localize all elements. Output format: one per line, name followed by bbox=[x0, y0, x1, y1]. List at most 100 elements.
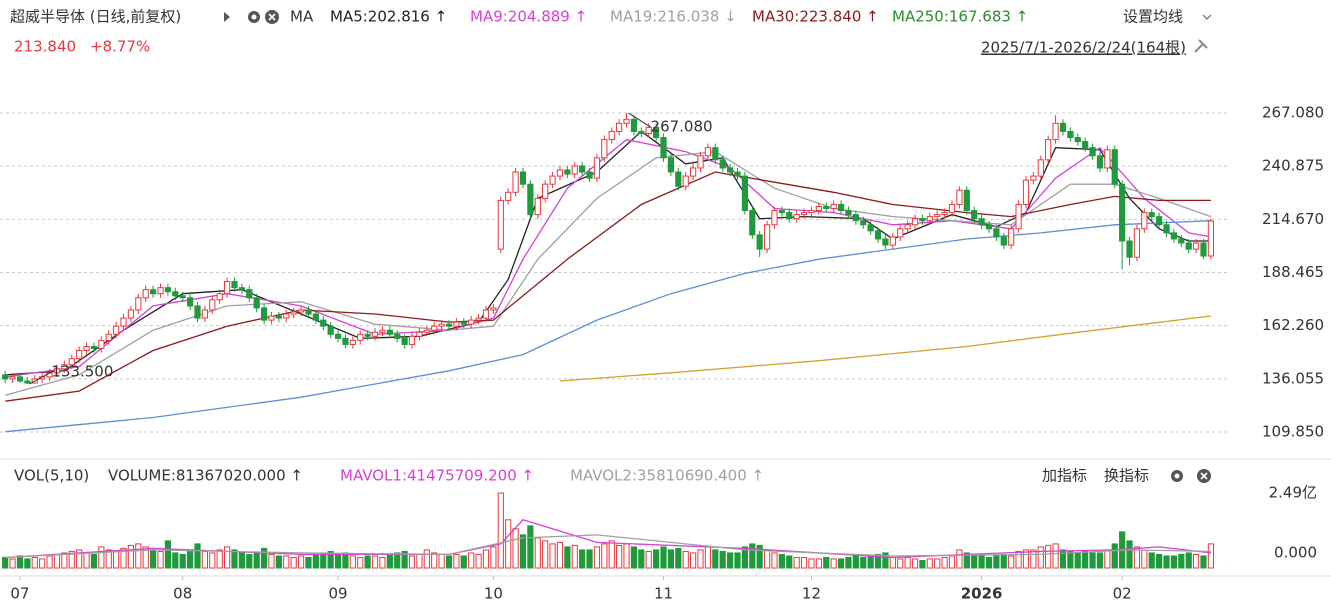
pin-icon[interactable] bbox=[1194, 39, 1208, 53]
candle-body bbox=[194, 305, 201, 319]
volume-bar bbox=[1074, 552, 1081, 569]
candle-body bbox=[238, 287, 245, 291]
volume-bar bbox=[948, 555, 956, 569]
volume-bar bbox=[505, 519, 512, 569]
vol-gear-icon[interactable] bbox=[1171, 470, 1183, 482]
candle-body bbox=[260, 307, 268, 321]
candle-body bbox=[985, 224, 993, 230]
volume-bar bbox=[379, 556, 386, 569]
candle-body bbox=[505, 191, 512, 201]
candle-body bbox=[453, 321, 460, 327]
candle-body bbox=[1022, 179, 1030, 205]
candle-body bbox=[268, 315, 275, 321]
volume-bar bbox=[1052, 543, 1059, 569]
expand-icon[interactable] bbox=[224, 12, 230, 22]
candle-body bbox=[889, 236, 896, 246]
volume-bar bbox=[438, 553, 445, 569]
candle-body bbox=[24, 380, 31, 384]
volume-bar bbox=[616, 544, 623, 569]
volume-bar bbox=[860, 556, 867, 569]
volume-bar bbox=[127, 544, 135, 569]
candle-body bbox=[1089, 147, 1096, 157]
candle-body bbox=[579, 165, 586, 173]
volume-bar bbox=[150, 549, 157, 569]
candle-body bbox=[1119, 183, 1126, 242]
annotation-label: 133.500 bbox=[51, 363, 113, 381]
legend-entry: MAVOL2:35810690.400 ↑ bbox=[570, 467, 764, 485]
volume-bar bbox=[549, 543, 556, 569]
stock-title[interactable]: 超威半导体 (日线,前复权) bbox=[10, 8, 181, 26]
volume-bar bbox=[1022, 549, 1030, 569]
switch-indicator[interactable]: 换指标 bbox=[1104, 467, 1149, 485]
chevron[interactable] bbox=[1202, 14, 1212, 20]
volume-bar bbox=[76, 549, 83, 569]
volume-bar bbox=[357, 556, 364, 569]
candle-body bbox=[1015, 203, 1022, 230]
candle-body bbox=[1200, 242, 1207, 257]
volume-bar bbox=[645, 550, 652, 569]
candle-body bbox=[1096, 155, 1104, 169]
vol-close-icon[interactable] bbox=[1197, 469, 1211, 483]
volume-bar bbox=[482, 549, 490, 569]
y-tick-label: 188.465 bbox=[1262, 263, 1324, 281]
volume-bar bbox=[712, 549, 719, 569]
candle-body bbox=[327, 325, 334, 335]
candle-body bbox=[342, 337, 349, 345]
volume-bar bbox=[630, 546, 638, 569]
volume-bar bbox=[423, 549, 430, 569]
close-icon[interactable] bbox=[265, 10, 279, 24]
candle-body bbox=[416, 331, 423, 337]
candle-body bbox=[468, 319, 475, 325]
volume-bar bbox=[749, 543, 756, 569]
candle-body bbox=[1111, 149, 1118, 185]
candle-body bbox=[623, 118, 630, 124]
candle-body bbox=[297, 309, 305, 313]
x-tick-label: 12 bbox=[802, 585, 821, 603]
volume-bar bbox=[1096, 552, 1104, 569]
volume-bar bbox=[164, 540, 172, 569]
volume-bar bbox=[527, 525, 534, 569]
volume-bar bbox=[39, 558, 46, 569]
add-indicator[interactable]: 加指标 bbox=[1042, 467, 1087, 485]
volume-bar bbox=[956, 549, 963, 569]
volume-bar bbox=[542, 540, 549, 569]
volume-bar bbox=[275, 555, 282, 569]
candle-body bbox=[371, 331, 379, 337]
volume-bar bbox=[852, 555, 859, 569]
volume-bar bbox=[68, 550, 75, 569]
change-pct: +8.77% bbox=[90, 38, 150, 56]
volume-bar bbox=[889, 556, 896, 569]
ma-settings[interactable]: 设置均线 bbox=[1123, 8, 1183, 26]
volume-bar bbox=[416, 553, 423, 569]
volume-bar bbox=[1156, 553, 1163, 569]
candle-body bbox=[53, 368, 61, 374]
volume-bar bbox=[993, 555, 1000, 569]
volume-bar bbox=[290, 556, 297, 569]
date-range[interactable]: 2025/7/1-2026/2/24(164根) bbox=[981, 39, 1186, 57]
y-tick-label: 109.850 bbox=[1262, 422, 1324, 440]
volume-bar bbox=[105, 549, 112, 569]
candle-body bbox=[763, 224, 771, 250]
candle-body bbox=[482, 309, 490, 319]
volume-bar bbox=[334, 553, 342, 569]
candle-body bbox=[76, 350, 83, 360]
volume-bar bbox=[978, 555, 985, 569]
candle-body bbox=[911, 218, 919, 226]
volume-bar bbox=[1126, 540, 1133, 569]
candle-body bbox=[741, 175, 748, 212]
volume-bar bbox=[1207, 543, 1215, 569]
volume-bar bbox=[1030, 549, 1037, 569]
candle-body bbox=[830, 203, 837, 210]
candle-body bbox=[164, 287, 172, 293]
candle-body bbox=[201, 309, 208, 319]
gear-icon[interactable] bbox=[248, 11, 260, 23]
candle-body bbox=[1141, 212, 1148, 230]
candle-body bbox=[490, 307, 497, 311]
volume-bar bbox=[431, 552, 438, 569]
volume-bar bbox=[897, 558, 904, 569]
volume-bar bbox=[1037, 546, 1044, 569]
candle-body bbox=[216, 293, 223, 301]
